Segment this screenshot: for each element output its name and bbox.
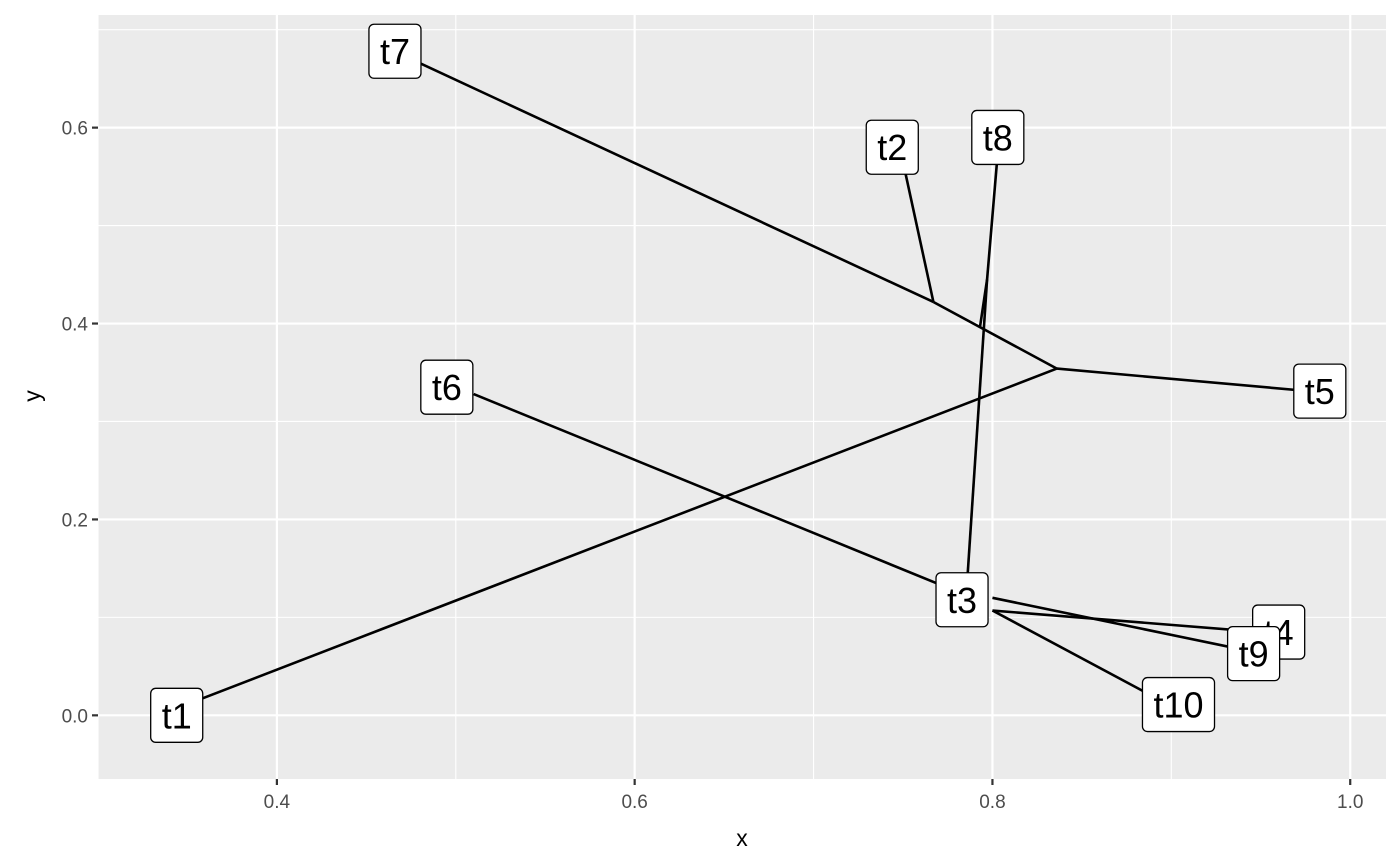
tip-labels: t1t2t3t4t5t6t7t8t9t10 (150, 23, 1347, 743)
tree-edge (992, 609, 1261, 634)
tip-label-text: t3 (947, 580, 977, 621)
tip-label-text: t2 (877, 127, 907, 168)
y-axis-title: y (19, 390, 45, 402)
tip-label-box (865, 119, 919, 175)
y-tick-label: 0.0 (62, 706, 88, 727)
x-tick-label: 0.6 (621, 792, 647, 813)
tree-edge (901, 161, 935, 303)
tree-edge (1056, 367, 1310, 393)
tip-label-t9: t9 (1226, 625, 1281, 682)
x-axis-title: x (736, 825, 748, 851)
y-tick-label: 0.4 (62, 315, 89, 336)
tip-label-t7: t7 (368, 23, 422, 79)
tip-label-box (935, 572, 989, 628)
tip-label-box (150, 687, 204, 743)
x-tick-label: 0.8 (979, 792, 1005, 813)
tip-label-t5: t5 (1293, 363, 1347, 419)
tree-edge (966, 279, 989, 579)
tip-label-t1: t1 (150, 687, 204, 743)
tip-label-t8: t8 (971, 109, 1025, 166)
tree-edge (183, 367, 1058, 707)
tip-label-t10: t10 (1141, 676, 1216, 733)
tree-edge (991, 609, 1144, 692)
tip-label-box (1141, 676, 1216, 733)
tip-label-t6: t6 (420, 359, 474, 415)
x-tick-label: 0.4 (264, 792, 291, 813)
tip-label-text: t1 (162, 695, 192, 736)
tip-label-t3: t3 (935, 572, 989, 628)
tree-edge (410, 57, 934, 304)
tip-label-text: t8 (983, 117, 1013, 158)
tip-label-box (1293, 363, 1347, 419)
tip-label-text: t9 (1239, 634, 1269, 675)
tip-label-box (971, 109, 1025, 166)
y-axis: 0.0 0.2 0.4 0.6 (62, 119, 98, 727)
y-tick-label: 0.2 (62, 510, 88, 531)
tip-label-text: t10 (1153, 685, 1203, 726)
y-tick-label: 0.6 (62, 119, 88, 140)
tree-edge (985, 152, 1000, 280)
tip-label-text: t5 (1305, 371, 1335, 412)
tree-edges (183, 57, 1310, 707)
x-axis: 0.4 0.6 0.8 1.0 (264, 779, 1363, 813)
tip-label-box (1226, 625, 1281, 682)
tree-edge (932, 300, 1058, 370)
tree-edge (992, 596, 1244, 651)
tip-label-text: t7 (380, 31, 410, 72)
tip-label-box (368, 23, 422, 79)
tip-label-t2: t2 (865, 119, 919, 175)
tree-edge (473, 392, 968, 598)
major-gridlines (98, 15, 1386, 779)
x-tick-label: 1.0 (1337, 792, 1363, 813)
tip-label-box (420, 359, 474, 415)
tip-label-text: t6 (432, 367, 462, 408)
